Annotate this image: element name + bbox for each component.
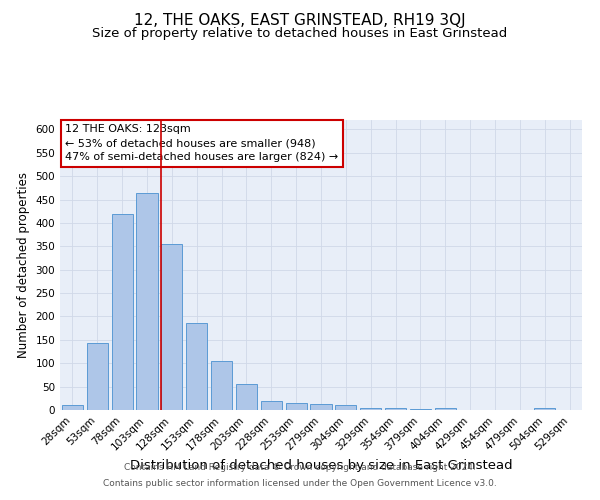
Bar [211,361,232,410]
Text: Contains public sector information licensed under the Open Government Licence v3: Contains public sector information licen… [103,478,497,488]
Bar [410,408,431,410]
Bar [186,324,207,410]
Bar [385,408,406,410]
Bar [310,404,332,410]
Text: Contains HM Land Registry data © Crown copyright and database right 2024.: Contains HM Land Registry data © Crown c… [124,464,476,472]
Bar [360,408,381,410]
Bar [136,192,158,410]
Bar [112,214,133,410]
Text: 12, THE OAKS, EAST GRINSTEAD, RH19 3QJ: 12, THE OAKS, EAST GRINSTEAD, RH19 3QJ [134,12,466,28]
Bar [161,244,182,410]
Bar [286,404,307,410]
Bar [261,401,282,410]
Y-axis label: Number of detached properties: Number of detached properties [17,172,30,358]
X-axis label: Distribution of detached houses by size in East Grinstead: Distribution of detached houses by size … [130,458,512,471]
Bar [62,406,83,410]
Bar [236,384,257,410]
Bar [534,408,555,410]
Bar [335,406,356,410]
Bar [87,343,108,410]
Text: Size of property relative to detached houses in East Grinstead: Size of property relative to detached ho… [92,28,508,40]
Bar [435,408,456,410]
Text: 12 THE OAKS: 123sqm
← 53% of detached houses are smaller (948)
47% of semi-detac: 12 THE OAKS: 123sqm ← 53% of detached ho… [65,124,338,162]
